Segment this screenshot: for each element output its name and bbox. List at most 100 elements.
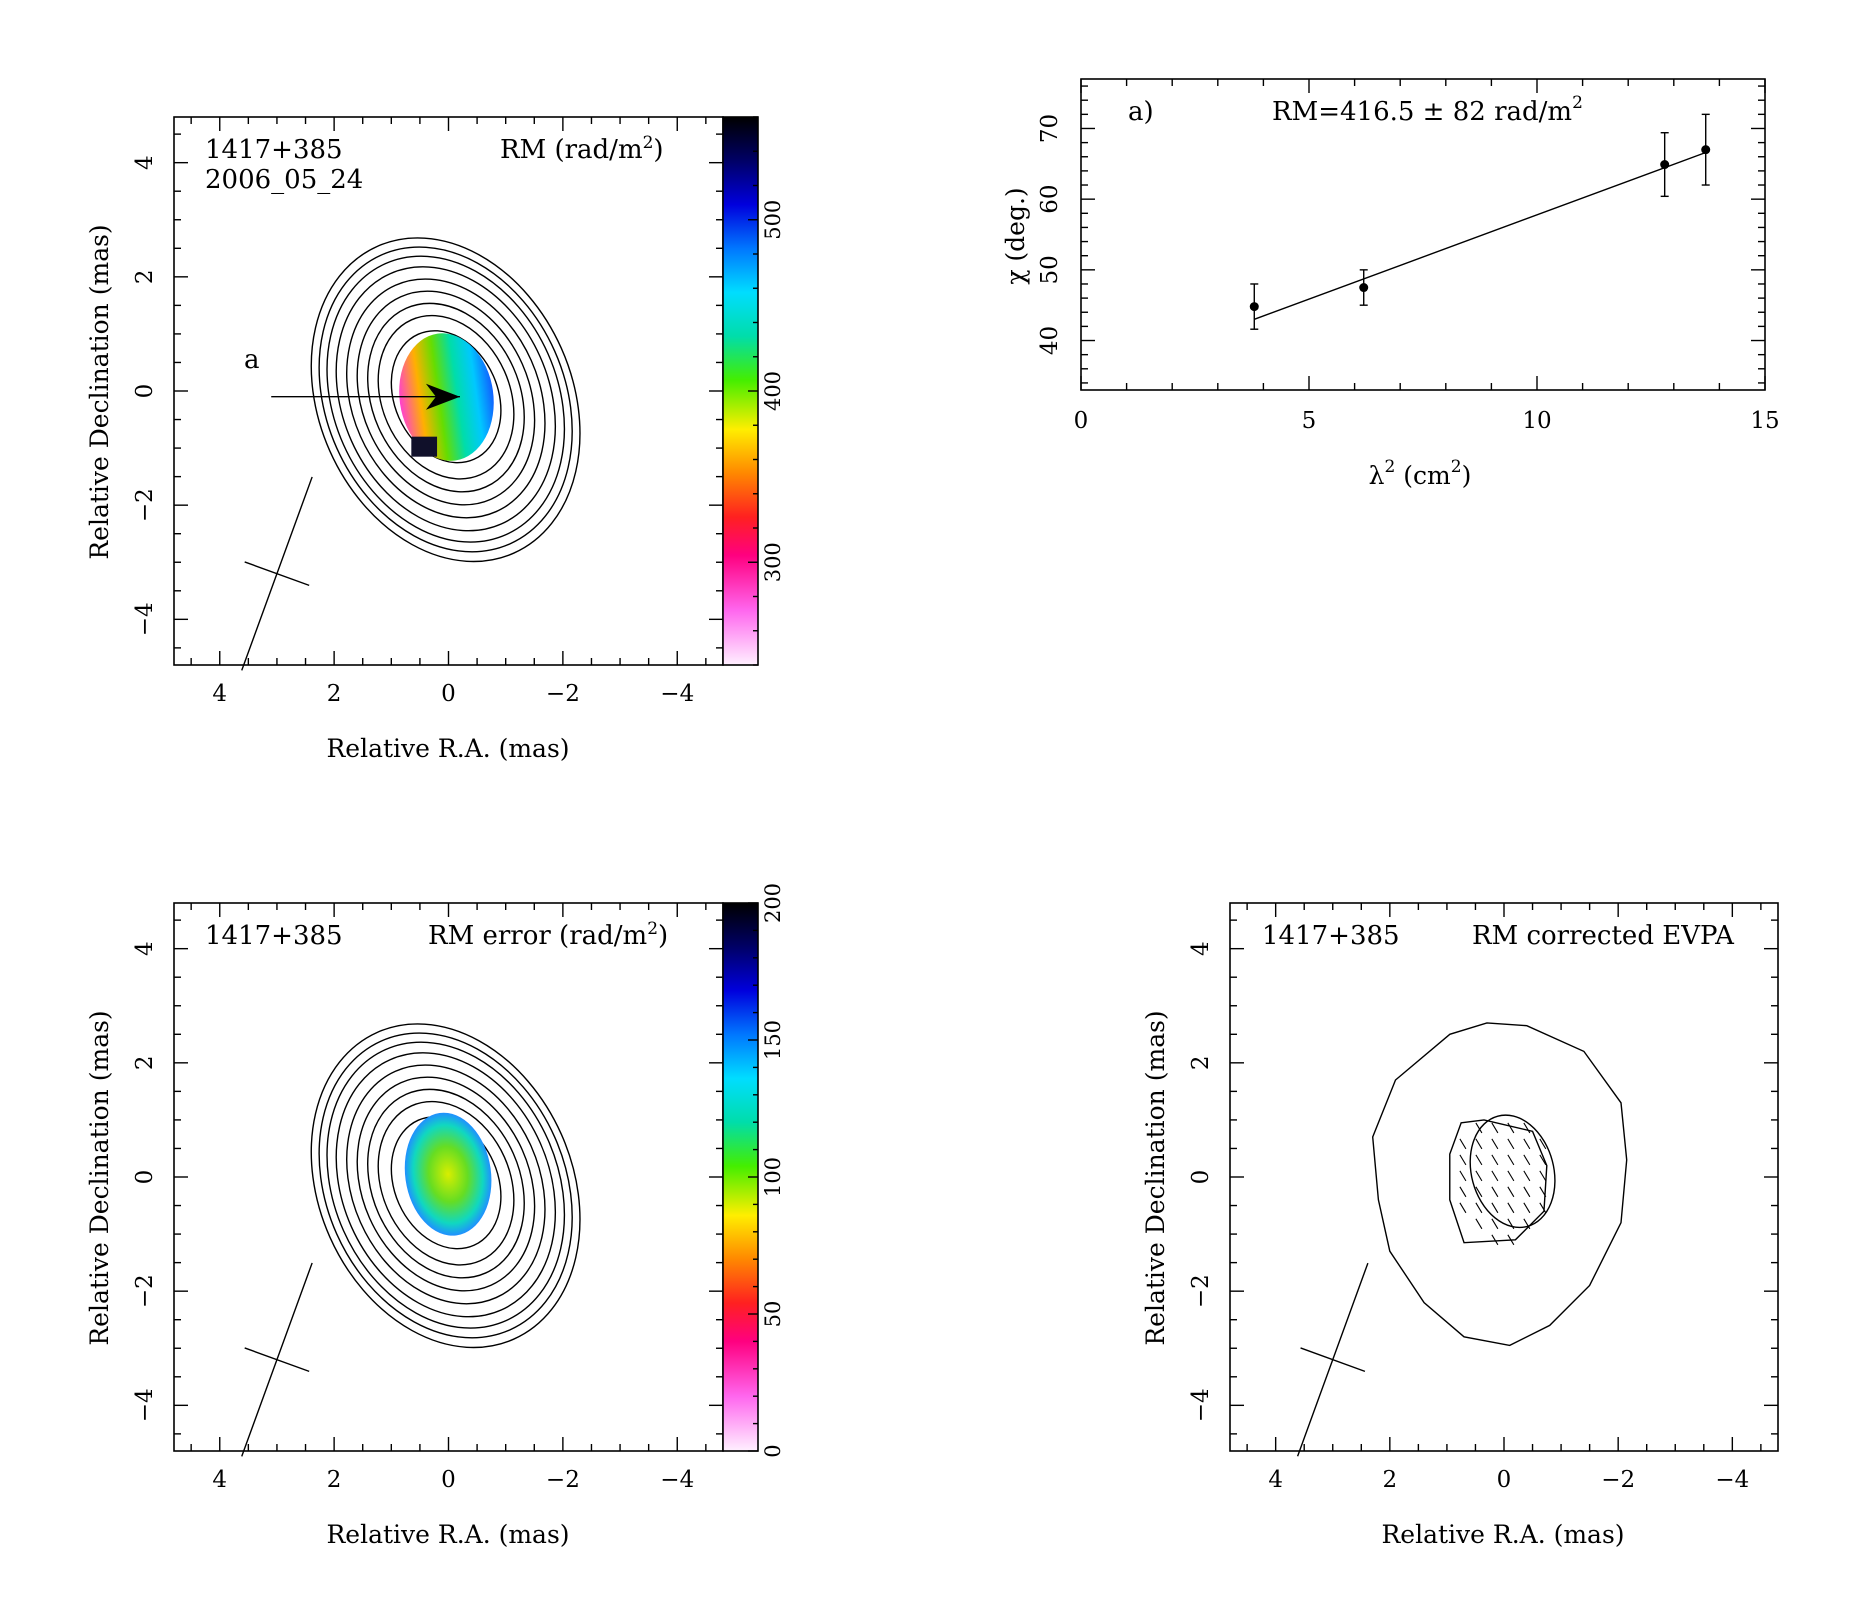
evpa-vector	[1491, 1186, 1499, 1198]
axis-ticks	[174, 903, 723, 1451]
x-tick-label: 2	[1383, 1467, 1398, 1493]
contour-level	[310, 237, 581, 563]
contour-level	[356, 1076, 536, 1292]
contour-level	[318, 246, 573, 553]
fit-xlabel: λ2 (cm2)	[1369, 457, 1472, 490]
data-marker	[1701, 145, 1711, 155]
evpa-vector	[1475, 1218, 1483, 1230]
evpa-vector	[1459, 1170, 1467, 1182]
data-marker	[1359, 283, 1369, 293]
evpa-vector	[1459, 1202, 1467, 1214]
data-marker	[1249, 302, 1259, 312]
evpa-vector	[1491, 1138, 1499, 1150]
contour-level	[356, 290, 536, 506]
evpa-vector	[1491, 1202, 1499, 1214]
contour-level	[390, 330, 502, 464]
x-tick-label: 2	[327, 681, 342, 707]
evpa-vector	[1539, 1202, 1547, 1214]
rm-dark-pixels	[411, 436, 438, 457]
y-tick-label: 4	[132, 941, 158, 956]
contour-level	[367, 302, 525, 493]
fit-x-tick-label: 15	[1750, 408, 1779, 434]
x-tick-label: −4	[660, 1467, 694, 1493]
evpa-source-label: 1417+385	[1262, 921, 1400, 951]
contour-level	[335, 1052, 557, 1318]
fit-data-point	[1660, 132, 1670, 198]
fit-y-tick-label: 40	[1037, 326, 1063, 355]
fit-x-tick-label: 5	[1302, 408, 1317, 434]
rm-map-panel: 4 2 0 −2 −4 −4 −2 0 2 4 300 400 500 1417+385 2006_0…	[85, 116, 785, 763]
evpa-vector	[1507, 1202, 1515, 1214]
beam-minor-axis	[1300, 1347, 1366, 1373]
fit-y-tick-label: 70	[1037, 114, 1063, 143]
contour-level	[346, 1064, 546, 1305]
evpa-vector	[1507, 1170, 1515, 1182]
x-tick-label: 0	[441, 1467, 456, 1493]
rm-fit-panel: 0 5 10 15 40 50 60 70 a) RM=416.5 ± 82 rad/m2 λ…	[1001, 78, 1780, 490]
fit-rm-label: RM=416.5 ± 82 rad/m2	[1272, 93, 1583, 127]
evpa-title: RM corrected EVPA	[1472, 921, 1735, 951]
x-tick-label: 4	[1268, 1467, 1283, 1493]
evpa-vector	[1523, 1186, 1531, 1198]
fit-y-tick-label: 60	[1037, 185, 1063, 214]
x-tick-label: 2	[327, 1467, 342, 1493]
evpa-vector	[1475, 1154, 1483, 1166]
y-tick-label: 0	[132, 384, 158, 399]
x-tick-label: 0	[441, 681, 456, 707]
rm-error-colorbar: 0 50 100 150 200	[722, 883, 785, 1458]
evpa-vector	[1459, 1186, 1467, 1198]
fit-data-point	[1701, 113, 1711, 186]
y-tick-label: 0	[1188, 1170, 1214, 1185]
colorbar-tick-label: 400	[761, 371, 785, 411]
evpa-xlabel: Relative R.A. (mas)	[1381, 1520, 1624, 1549]
rm-map-epoch-label: 2006_05_24	[205, 165, 363, 195]
colorbar-tick-label: 100	[761, 1157, 785, 1197]
x-tick-label: −4	[1715, 1467, 1749, 1493]
contour-level	[310, 1023, 581, 1349]
fit-data-point	[1249, 283, 1259, 330]
y-tick-label: 4	[1188, 941, 1214, 956]
contour-level	[326, 255, 566, 543]
rm-error-map-panel: 4 2 0 −2 −4 −4 −2 0 2 4 0 50 100 150 200 1417+385 RM …	[85, 883, 785, 1549]
contour-level	[377, 1100, 515, 1266]
data-marker	[1660, 160, 1670, 170]
rm-map-source-label: 1417+385	[205, 135, 343, 165]
evpa-vector	[1491, 1170, 1499, 1182]
rm-map-xlabel: Relative R.A. (mas)	[326, 734, 569, 763]
y-tick-label: 4	[132, 155, 158, 170]
fit-plot-frame	[1080, 78, 1766, 391]
evpa-vector	[1491, 1154, 1499, 1166]
y-tick-label: −2	[132, 488, 158, 522]
fit-line	[1254, 151, 1706, 320]
x-tick-label: 0	[1497, 1467, 1512, 1493]
colorbar-tick-label: 150	[761, 1020, 785, 1060]
source-contours	[1371, 1022, 1628, 1347]
contour-level	[326, 1041, 566, 1329]
y-tick-label: −2	[1188, 1274, 1214, 1308]
y-tick-label: 0	[132, 1170, 158, 1185]
evpa-vector	[1523, 1138, 1531, 1150]
evpa-ylabel: Relative Declination (mas)	[1141, 1010, 1170, 1345]
evpa-vector	[1539, 1170, 1547, 1182]
rm-error-ylabel: Relative Declination (mas)	[85, 1010, 114, 1345]
evpa-vector	[1507, 1138, 1515, 1150]
colorbar-tick-label: 50	[761, 1301, 785, 1328]
evpa-vector	[1475, 1186, 1483, 1198]
x-tick-label: −2	[546, 1467, 580, 1493]
evpa-vector	[1475, 1122, 1483, 1134]
evpa-vector	[1507, 1186, 1515, 1198]
evpa-vector	[1459, 1138, 1467, 1150]
x-tick-label: −4	[660, 681, 694, 707]
fit-data-point	[1359, 269, 1369, 306]
evpa-vector	[1491, 1234, 1499, 1246]
rm-map-ylabel: Relative Declination (mas)	[85, 224, 114, 559]
evpa-vector	[1539, 1154, 1547, 1166]
fit-axis-ticks	[1080, 79, 1766, 390]
colorbar-tick-label: 0	[761, 1444, 785, 1457]
evpa-map-panel: 4 2 0 −2 −4 −4 −2 0 2 4 1417+385 RM corrected EVP…	[1141, 902, 1779, 1549]
evpa-vector	[1523, 1122, 1531, 1134]
fit-x-tick-label: 0	[1074, 408, 1089, 434]
y-tick-label: 2	[132, 270, 158, 285]
x-tick-label: −2	[1601, 1467, 1635, 1493]
